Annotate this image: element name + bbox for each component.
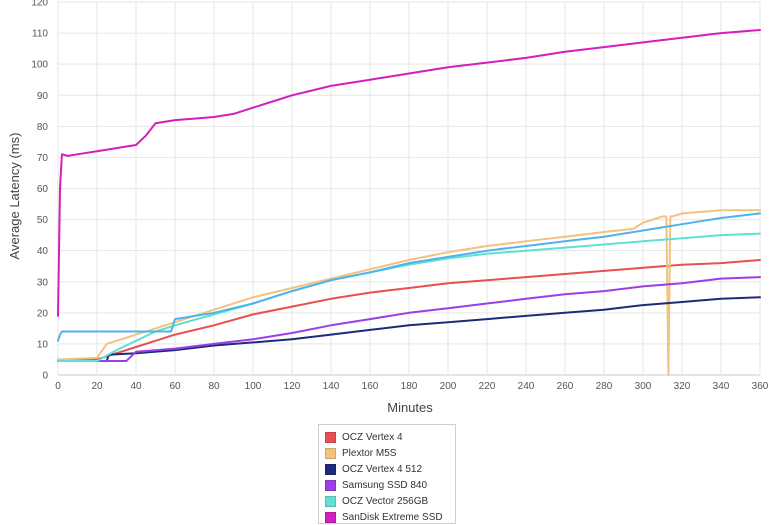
series-layer xyxy=(57,29,761,376)
y-tick-label: 20 xyxy=(37,308,49,319)
x-tick-label: 180 xyxy=(401,381,418,392)
legend-swatch xyxy=(325,463,336,475)
y-tick-label: 90 xyxy=(37,91,49,102)
legend-item[interactable]: SanDisk Extreme SSD xyxy=(325,509,449,525)
y-tick-label: 50 xyxy=(37,215,49,226)
series-line-5 xyxy=(57,29,761,317)
x-tick-label: 160 xyxy=(362,381,379,392)
y-tick-label: 120 xyxy=(31,0,48,9)
legend-swatch xyxy=(325,431,336,443)
x-tick-label: 0 xyxy=(55,381,61,392)
x-tick-label: 100 xyxy=(245,381,262,392)
legend-label: SanDisk Extreme SSD xyxy=(342,511,443,523)
legend-swatch xyxy=(325,479,336,491)
x-tick-label: 200 xyxy=(440,381,457,392)
y-tick-label: 10 xyxy=(37,339,49,350)
series-line-6 xyxy=(57,212,761,342)
y-axis-title: Average Latency (ms) xyxy=(7,133,22,260)
legend-label: Plextor M5S xyxy=(342,447,397,459)
legend: OCZ Vertex 4 Plextor M5S OCZ Vertex 4 512 S… xyxy=(318,424,456,524)
y-tick-label: 40 xyxy=(37,246,49,257)
legend-swatch xyxy=(325,495,336,507)
x-tick-label: 20 xyxy=(91,381,103,392)
x-axis-title: Minutes xyxy=(387,400,433,415)
x-tick-label: 40 xyxy=(130,381,142,392)
x-tick-label: 360 xyxy=(752,381,769,392)
legend-label: Samsung SSD 840 xyxy=(342,479,428,491)
y-tick-label: 110 xyxy=(32,29,48,40)
legend-item[interactable]: OCZ Vertex 4 512 xyxy=(325,461,449,477)
x-tick-label: 280 xyxy=(596,381,613,392)
series-line-3 xyxy=(57,276,761,362)
legend-item[interactable]: OCZ Vertex 4 xyxy=(325,429,449,445)
x-tick-label: 240 xyxy=(518,381,535,392)
y-tick-label: 70 xyxy=(37,153,49,164)
x-tick-label: 220 xyxy=(479,381,496,392)
x-tick-label: 120 xyxy=(284,381,301,392)
legend-item[interactable]: Samsung SSD 840 xyxy=(325,477,449,493)
legend-label: OCZ Vector 256GB xyxy=(342,495,429,507)
y-tick-label: 0 xyxy=(42,371,48,382)
x-tick-label: 300 xyxy=(635,381,652,392)
x-tick-label: 80 xyxy=(208,381,220,392)
grid-layer xyxy=(57,1,761,376)
x-tick-label: 320 xyxy=(674,381,691,392)
x-tick-label: 340 xyxy=(713,381,730,392)
legend-item[interactable]: Plextor M5S xyxy=(325,445,449,461)
x-tick-label: 260 xyxy=(557,381,574,392)
legend-item[interactable]: OCZ Vector 256GB xyxy=(325,493,449,509)
legend-label: OCZ Vertex 4 xyxy=(342,431,403,443)
legend-swatch xyxy=(325,511,336,523)
series-line-0 xyxy=(57,259,761,361)
legend-swatch xyxy=(325,447,336,459)
series-line-2 xyxy=(57,296,761,362)
y-tick-label: 100 xyxy=(31,60,48,71)
y-tick-label: 30 xyxy=(37,277,49,288)
legend-label: OCZ Vertex 4 512 xyxy=(342,463,423,475)
tick-layer: 0 10 20 30 40 50 60 70 80 90 100 110 120 0 20 40 60 80 100… xyxy=(31,0,768,392)
y-tick-label: 80 xyxy=(37,122,49,133)
x-tick-label: 60 xyxy=(169,381,181,392)
y-tick-label: 60 xyxy=(37,184,49,195)
x-tick-label: 140 xyxy=(323,381,340,392)
